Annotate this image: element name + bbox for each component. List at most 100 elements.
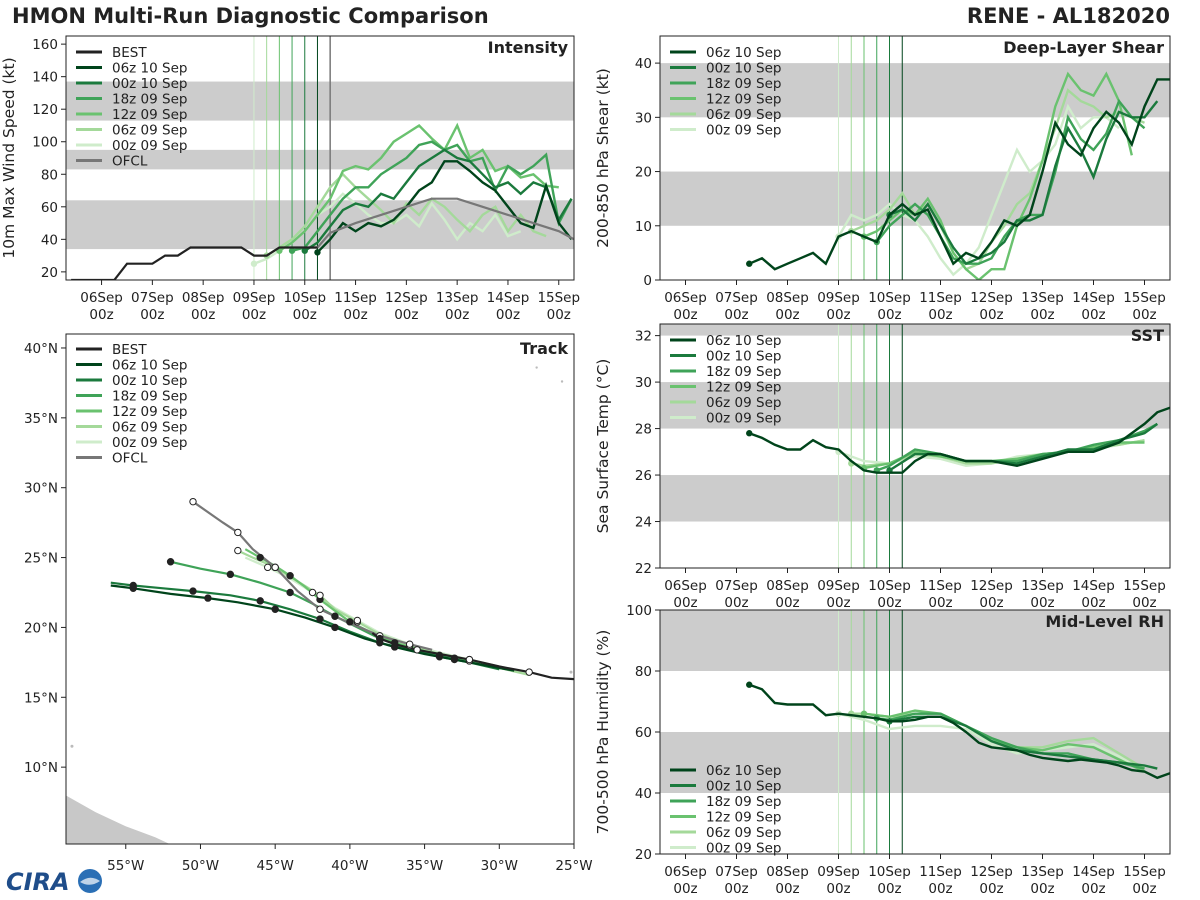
rh-series-06z-10-sep [748, 683, 1170, 780]
rh-series-00z-09-sep [838, 712, 1146, 773]
intensity-ytick-label: 80 [41, 167, 58, 183]
intensity-ytick-label: 160 [32, 37, 58, 53]
track-point-marker [391, 639, 399, 647]
shear-series-06z-10-sep [748, 78, 1170, 271]
sst-frame [659, 323, 1171, 569]
intensity-legend-entry: 06z 09 Sep [112, 123, 187, 139]
intensity-shade-band [66, 149, 574, 170]
intensity-ytick-label: 100 [32, 135, 58, 151]
track-point-marker [353, 616, 362, 625]
azores-island [560, 380, 564, 383]
shear-legend-entry: 06z 10 Sep [706, 45, 781, 61]
intensity-xtick-label: 00z [343, 307, 367, 323]
rh-ylabel: 700-500 hPa Humidity (%) [594, 630, 612, 835]
rh-xtick-label: 06Sep [664, 864, 707, 880]
sst-shade-band [660, 475, 1170, 522]
track-xtick-label: 35°W [406, 858, 443, 874]
rh-legend-entry: 12z 09 Sep [706, 810, 781, 826]
sst-series-06z-10-sep [748, 406, 1170, 474]
track-point-marker [286, 588, 294, 597]
shear-xtick-label: 11Sep [919, 290, 962, 306]
intensity-ytick-label: 60 [41, 200, 58, 216]
track-point-marker [316, 605, 324, 613]
intensity-xtick-label: 14Sep [487, 290, 530, 306]
sst-ytick-label: 24 [635, 515, 652, 531]
rh-init-marker [860, 710, 868, 717]
panel-track: 55°W 50°W 45°W 40°W 35°W 30°W 25°W 10°N 15°N 20°N… [24, 333, 593, 874]
shear-init-marker [746, 260, 753, 267]
track-legend-entry: 00z 10 Sep [112, 373, 187, 389]
sst-xtick-label: 12Sep [970, 578, 1013, 594]
sst-ytick-label: 22 [635, 561, 652, 577]
intensity-init-marker [250, 260, 258, 267]
shear-shade-band [660, 171, 1170, 226]
track-ytick-label: 15°N [24, 690, 58, 706]
track-ytick-label: 20°N [24, 620, 58, 636]
intensity-xtick-label: 00z [496, 307, 520, 323]
track-legend-entry: BEST [112, 342, 147, 358]
track-point-marker [271, 563, 279, 572]
rh-xtick-label: 12Sep [970, 864, 1013, 880]
intensity-ytick-label: 140 [32, 70, 58, 86]
intensity-legend-entry: BEST [112, 45, 147, 61]
shear-series-06z-09-sep [850, 88, 1145, 271]
shear-xtick-label: 08Sep [766, 290, 809, 306]
sst-xtick-label: 00z [979, 595, 1003, 611]
track-point-marker [264, 563, 272, 572]
track-series-best [371, 632, 574, 681]
sst-shade-band [660, 382, 1170, 429]
intensity-xtick-label: 00z [89, 307, 113, 323]
rh-ytick-label: 60 [635, 725, 652, 741]
track-series-12z-09-sep [244, 548, 515, 672]
panel-shear: 01020304006Sep00z07Sep00z08Sep00z09Sep00… [594, 35, 1171, 323]
shear-ytick-label: 0 [643, 273, 652, 289]
track-ytick-label: 35°N [24, 411, 58, 427]
cira-logo-text: CIRA [6, 868, 70, 896]
track-legend-entry: 18z 09 Sep [112, 389, 187, 405]
intensity-xtick-label: 00z [547, 307, 571, 323]
intensity-xtick-label: 10Sep [283, 290, 326, 306]
intensity-legend-entry: 00z 10 Sep [112, 76, 187, 92]
sst-legend-entry: 06z 10 Sep [706, 333, 781, 349]
intensity-xtick-label: 00z [445, 307, 469, 323]
track-title: Track [520, 339, 568, 358]
track-legend-entry: 06z 09 Sep [112, 420, 187, 436]
intensity-ytick-label: 40 [41, 232, 58, 248]
shear-xtick-label: 00z [826, 307, 850, 323]
track-point-marker [435, 651, 444, 660]
shear-legend-entry: 00z 10 Sep [706, 61, 781, 77]
shear-series-12z-09-sep [863, 71, 1133, 280]
shear-xtick-label: 06Sep [664, 290, 707, 306]
intensity-xtick-label: 00z [191, 307, 215, 323]
shear-legend-entry: 00z 09 Sep [706, 123, 781, 139]
sst-legend-entry: 12z 09 Sep [706, 380, 781, 396]
rh-xtick-label: 00z [979, 881, 1003, 897]
shear-xtick-label: 00z [673, 307, 697, 323]
track-point-marker [413, 646, 421, 654]
intensity-series-06z-10-sep [316, 160, 573, 254]
track-ytick-label: 30°N [24, 481, 58, 497]
shear-xtick-label: 13Sep [1021, 290, 1064, 306]
intensity-xtick-label: 12Sep [385, 290, 428, 306]
shear-title: Deep-Layer Shear [1003, 38, 1164, 57]
intensity-xtick-label: 07Sep [131, 290, 174, 306]
rh-xtick-label: 07Sep [715, 864, 758, 880]
track-point-marker [316, 615, 324, 623]
sst-legend-entry: 18z 09 Sep [706, 364, 781, 380]
cabo-verde-island [569, 670, 573, 674]
track-xtick-label: 30°W [481, 858, 518, 874]
sst-xtick-label: 08Sep [766, 578, 809, 594]
sst-legend-entry: 00z 10 Sep [706, 349, 781, 365]
shear-xtick-label: 15Sep [1123, 290, 1166, 306]
rh-ytick-label: 100 [626, 603, 652, 619]
rh-xtick-label: 11Sep [919, 864, 962, 880]
intensity-init-marker [314, 249, 321, 256]
track-point-marker [204, 594, 212, 602]
rh-ytick-label: 80 [635, 664, 652, 680]
intensity-ylabel: 10m Max Wind Speed (kt) [0, 57, 18, 258]
intensity-xtick-label: 00z [394, 307, 418, 323]
track-xtick-label: 40°W [331, 858, 368, 874]
